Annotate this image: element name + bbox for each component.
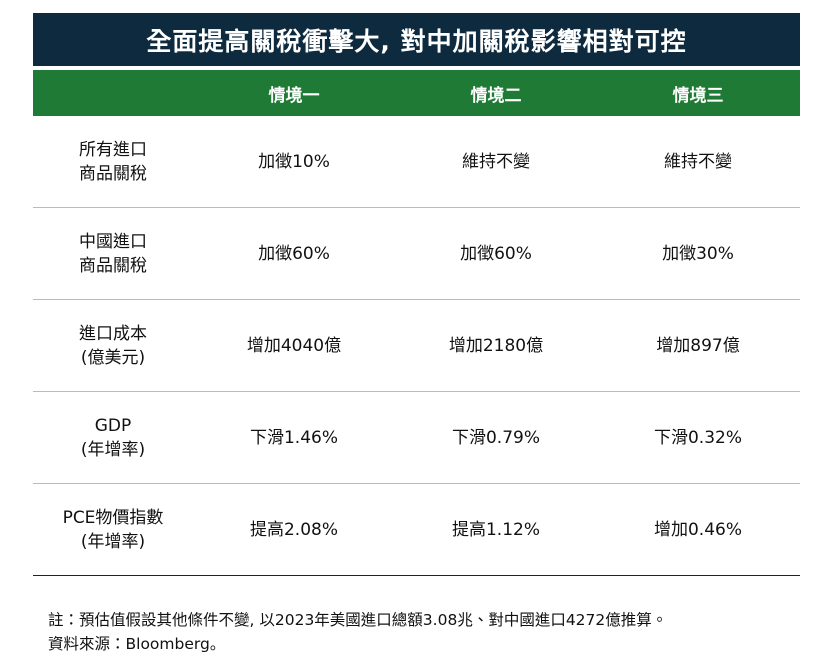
cell-text: 增加0.46% [653,519,742,540]
table-cell: 維持不變 [597,116,799,207]
label-line: PCE物價指數 [62,507,164,528]
table-row: 所有進口商品關稅 加徵10% 維持不變 維持不變 [33,116,800,208]
row-label: 進口成本 (億美元) [33,300,193,391]
table-cell: 增加2180億 [395,300,597,391]
table-cell: 提高2.08% [193,484,395,575]
note-line: 資料來源：Bloomberg。 [48,635,226,653]
table-cell: 維持不變 [395,116,597,207]
label-line: GDP [94,415,132,436]
note-line: 註：預估值假設其他條件不變, 以2023年美國進口總額3.08兆、對中國進口42… [48,611,668,629]
cell-text: 下滑0.32% [653,427,742,448]
table-cell: 下滑0.32% [597,392,799,483]
label-line: (年增率) [80,531,146,552]
title-bar: 全面提高關稅衝擊大, 對中加關稅影響相對可控 [33,13,800,66]
cell-text: 加徵60% [460,243,532,264]
table-cell: 加徵30% [597,208,799,299]
cell-text: 維持不變 [664,151,732,172]
notes: 註：預估值假設其他條件不變, 以2023年美國進口總額3.08兆、對中國進口42… [48,608,667,656]
label-line: 所有進口 [79,139,147,160]
row-label: 中國進口 商品關稅 [33,208,193,299]
cell-text: 提高2.08% [249,519,338,540]
cell-text: 下滑0.79% [451,427,540,448]
cell-text: 維持不變 [462,151,530,172]
label-line: (年增率) [80,439,146,460]
table-cell: 提高1.12% [395,484,597,575]
table-body: 所有進口 商品關稅 加徵10% 維持不變 維持不變 中國進口 商品關稅 加徵60% 加徵60% 加… [33,116,800,576]
label-line: 中國進口 [79,231,147,252]
table-row: 進口成本 (億美元) 增加4040億 增加2180億 增加897億 [33,300,800,392]
title: 全面提高關稅衝擊大, 對中加關稅影響相對可控 [146,26,687,56]
table-cell: 加徵10% [193,116,395,207]
label-line: 進口成本 [79,323,147,344]
cell-text: 增加2180億 [448,335,544,356]
table-row: GDP (年增率) 下滑1.46% 下滑0.79% 下滑0.32% [33,392,800,484]
row-label: GDP (年增率) [33,392,193,483]
table-cell: 下滑1.46% [193,392,395,483]
label-line: 商品關稅 [79,163,147,184]
cell-text: 加徵10% [258,151,330,172]
cell-text: 增加4040億 [246,335,342,356]
cell-text: 加徵60% [258,243,330,264]
header-cell: 情境三 [672,85,724,106]
cell-text: 增加897億 [656,335,740,356]
cell-text: 提高1.12% [451,519,540,540]
header-cell: 情境一 [268,85,320,106]
label-line: (億美元) [80,347,146,368]
cell-text: 加徵30% [662,243,734,264]
row-label: PCE物價指數 (年增率) [33,484,193,575]
table-cell: 加徵60% [193,208,395,299]
header-cell: 情境二 [470,85,522,106]
header-cell [33,70,193,116]
table-cell: 加徵60% [395,208,597,299]
cell-text: 下滑1.46% [249,427,338,448]
header-row: 情境一 情境二 情境三 [33,70,800,116]
label-line: 商品關稅 [79,255,147,276]
table-cell: 增加0.46% [597,484,799,575]
table-cell: 增加897億 [597,300,799,391]
table-cell: 增加4040億 [193,300,395,391]
table-row: PCE物價指數 (年增率) 提高2.08% 提高1.12% 增加0.46% [33,484,800,576]
table-row: 中國進口商品關稅 加徵60% 加徵60% 加徵30% [33,208,800,300]
table-cell: 下滑0.79% [395,392,597,483]
row-label: 所有進口 商品關稅 [33,116,193,207]
